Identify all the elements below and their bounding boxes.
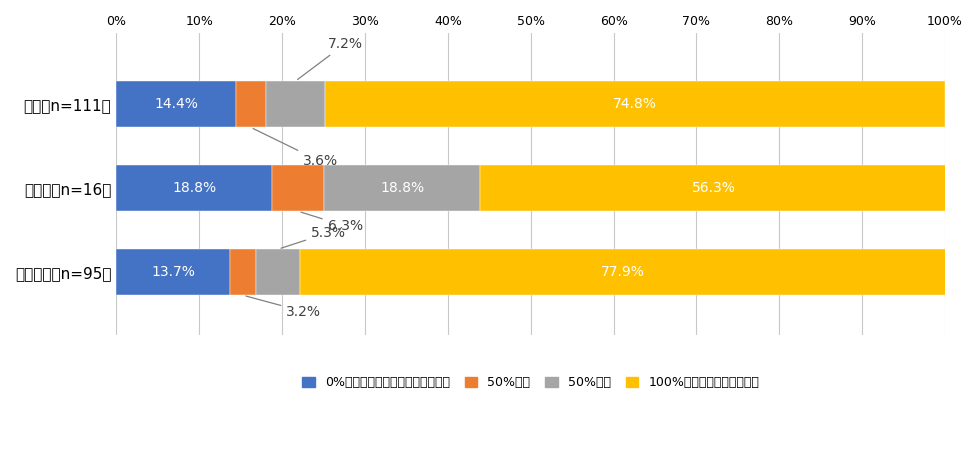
Text: 13.7%: 13.7% (151, 265, 194, 279)
Bar (256, 249, 300, 295)
Bar (235, 81, 266, 127)
Text: 77.9%: 77.9% (601, 265, 645, 279)
Bar (116, 81, 235, 127)
Legend: 0%（駐在員全員がロシアに残留）, 50%未満, 50%以上, 100%（駐在員全員が退避）: 0%（駐在員全員がロシアに残留）, 50%未満, 50%以上, 100%（駐在員… (302, 376, 758, 390)
Bar (116, 249, 230, 295)
Bar (324, 165, 480, 211)
Text: 7.2%: 7.2% (297, 37, 362, 79)
Text: 18.8%: 18.8% (172, 181, 216, 195)
Bar (266, 81, 325, 127)
Bar (480, 165, 946, 211)
Text: 74.8%: 74.8% (613, 97, 657, 111)
Text: 3.6%: 3.6% (253, 129, 338, 168)
Bar (230, 249, 256, 295)
Bar (325, 81, 944, 127)
Text: 3.2%: 3.2% (245, 296, 320, 319)
Text: 6.3%: 6.3% (301, 212, 362, 233)
Text: 18.8%: 18.8% (380, 181, 424, 195)
Text: 14.4%: 14.4% (154, 97, 197, 111)
Bar (116, 165, 272, 211)
Bar (272, 165, 324, 211)
Text: 5.3%: 5.3% (280, 226, 346, 248)
Bar (300, 249, 945, 295)
Text: 56.3%: 56.3% (691, 181, 735, 195)
